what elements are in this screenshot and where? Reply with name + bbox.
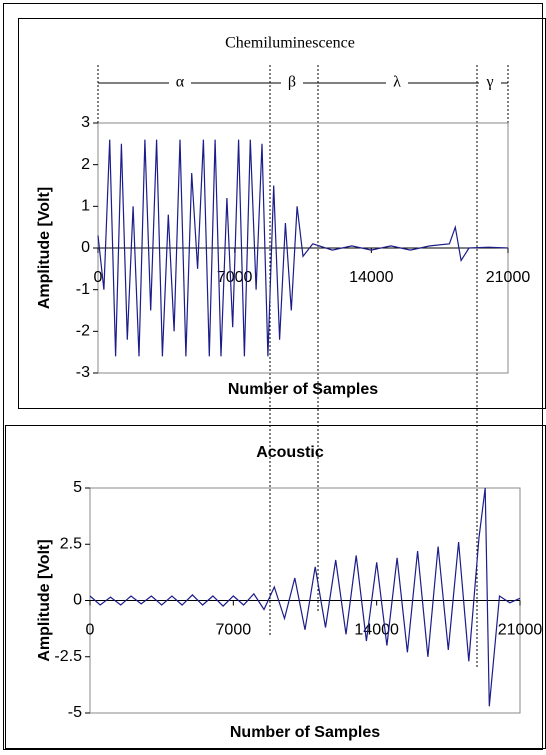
phase-label: α xyxy=(176,74,185,91)
phase-label: γ xyxy=(485,74,493,91)
y-tick-label: 1 xyxy=(81,198,90,215)
x-axis-label: Number of Samples xyxy=(230,724,380,741)
x-axis-label: Number of Samples xyxy=(228,381,378,398)
x-tick-label: 7000 xyxy=(216,622,252,639)
signal-line xyxy=(97,139,509,357)
annotation-bg xyxy=(169,73,191,93)
y-tick-label: 0 xyxy=(81,239,90,256)
y-axis-label: Amplitude [Volt] xyxy=(36,539,53,661)
x-tick-label: 0 xyxy=(94,269,103,286)
bottom-panel xyxy=(5,425,546,749)
y-tick-label: -2.5 xyxy=(54,648,82,665)
x-tick-label: 14000 xyxy=(354,622,399,639)
x-tick-label: 14000 xyxy=(349,269,394,286)
phase-label: λ xyxy=(393,74,401,91)
outer-frame xyxy=(3,3,543,750)
y-tick-label: -3 xyxy=(76,364,90,381)
y-tick-label: 3 xyxy=(81,114,90,131)
chart-title: Chemiluminescence xyxy=(225,35,355,52)
y-tick-label: 2 xyxy=(81,156,90,173)
chart-title: Acoustic xyxy=(256,444,324,461)
y-tick-label: 0 xyxy=(73,592,82,609)
y-tick-label: 5 xyxy=(73,479,82,496)
y-tick-label: -2 xyxy=(76,323,90,340)
y-tick-label: -1 xyxy=(76,281,90,298)
signal-line xyxy=(89,487,521,707)
annotation-bg xyxy=(281,73,303,93)
y-tick-label: 2.5 xyxy=(60,535,82,552)
phase-label: β xyxy=(288,74,296,91)
x-tick-label: 21000 xyxy=(498,622,543,639)
annotation-bg xyxy=(479,73,501,93)
x-tick-label: 0 xyxy=(86,622,95,639)
y-axis-label: Amplitude [Volt] xyxy=(36,187,53,309)
y-tick-label: -5 xyxy=(68,704,82,721)
annotation-bg xyxy=(386,73,408,93)
x-tick-label: 21000 xyxy=(486,269,531,286)
